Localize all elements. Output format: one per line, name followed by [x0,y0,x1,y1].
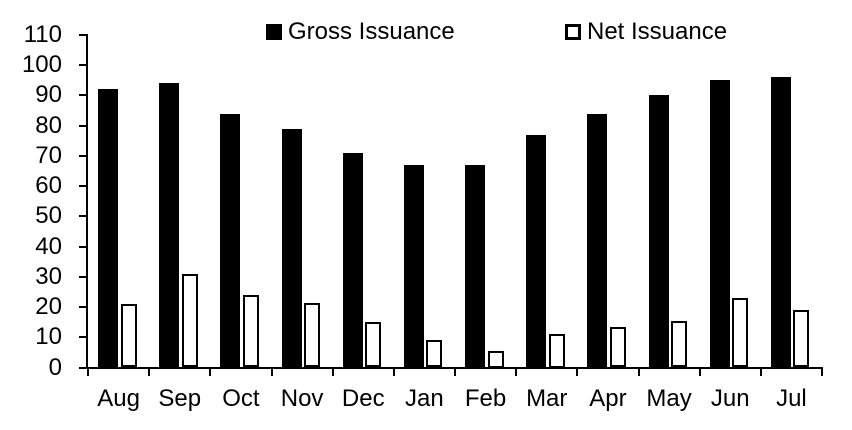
y-axis-tick [79,185,87,188]
x-axis-label-jan: Jan [405,385,444,412]
y-axis-tick [79,154,87,157]
bar-net-feb [487,350,504,368]
x-axis-label-nov: Nov [280,385,324,412]
bar-net-sep [181,273,198,368]
y-axis-tick-label: 30 [35,262,62,290]
y-axis-tick-label: 70 [35,141,62,169]
y-axis-tick-label: 40 [35,232,62,260]
x-axis-tick [759,368,762,376]
x-axis-label-oct: Oct [222,385,260,412]
bar-net-mar [548,334,565,368]
y-axis-tick [79,34,87,36]
bar-gross-oct [220,113,241,368]
x-axis-label-aug: Aug [97,385,140,412]
y-axis-tick-label: 50 [35,202,62,230]
bar-net-oct [242,294,259,368]
x-axis-label-jul: Jul [776,385,807,412]
y-axis-tick-label: 80 [35,111,62,139]
x-axis-label-dec: Dec [341,385,385,412]
x-axis-tick [87,368,89,376]
bar-gross-jan [403,164,424,368]
bar-gross-apr [587,113,608,368]
x-axis-tick [821,368,823,376]
x-axis-tick [637,368,640,376]
bar-net-jul [793,310,810,368]
bar-net-apr [609,326,626,368]
bar-gross-nov [281,128,302,368]
bar-gross-jun [709,80,730,368]
x-axis-tick [576,368,579,376]
x-axis-tick [148,368,151,376]
x-axis-tick [331,368,334,376]
net-issuance-swatch-icon [565,24,581,40]
y-axis-tick [79,64,87,67]
y-axis-tick [79,215,87,218]
y-axis-tick-label: 100 [21,51,62,79]
y-axis-tick [79,94,87,97]
bar-gross-sep [159,83,180,368]
y-axis-tick-label: 0 [48,353,62,381]
y-axis-tick-label: 110 [23,21,62,48]
x-axis-tick [209,368,212,376]
y-axis-tick [79,366,87,369]
x-axis-label-apr: Apr [589,385,627,412]
bar-gross-jul [770,77,791,368]
bar-gross-mar [526,134,547,368]
gross-issuance-swatch-icon [266,24,282,40]
bar-net-aug [120,304,137,368]
x-axis-tick [515,368,518,376]
x-axis-label-feb: Feb [464,385,507,412]
y-axis-tick-label: 20 [35,293,62,321]
legend-label-gross-issuance: Gross Issuance [288,18,455,45]
y-axis-tick-label: 90 [35,81,62,109]
y-axis-line [86,34,88,369]
bar-net-jan [426,340,443,368]
y-axis-tick [79,306,87,309]
bar-net-jun [732,297,749,368]
y-axis-tick [79,336,87,339]
bar-gross-dec [342,152,363,368]
x-axis-label-may: May [646,385,692,412]
legend-item-net-issuance: Net Issuance [565,20,727,44]
bar-net-dec [365,322,382,368]
x-axis-tick [454,368,456,376]
bar-net-may [671,320,687,368]
legend-item-gross-issuance: Gross Issuance [266,20,455,44]
x-axis-label-mar: Mar [526,385,568,412]
bar-net-nov [304,302,320,368]
y-axis-tick [79,124,87,127]
y-axis-tick-label: 60 [35,172,62,200]
x-axis-tick [392,368,395,376]
x-axis-line [86,366,823,369]
x-axis-tick [698,368,701,376]
bar-gross-feb [465,164,485,368]
y-axis-tick-label: 10 [35,323,62,351]
legend-label-net-issuance: Net Issuance [587,18,728,45]
bar-gross-aug [98,89,118,368]
x-axis-label-sep: Sep [158,385,202,412]
y-axis-tick [79,275,87,278]
bar-gross-may [648,95,669,368]
x-axis-label-jun: Jun [710,385,750,412]
y-axis-tick [79,245,87,248]
x-axis-tick [270,368,273,376]
